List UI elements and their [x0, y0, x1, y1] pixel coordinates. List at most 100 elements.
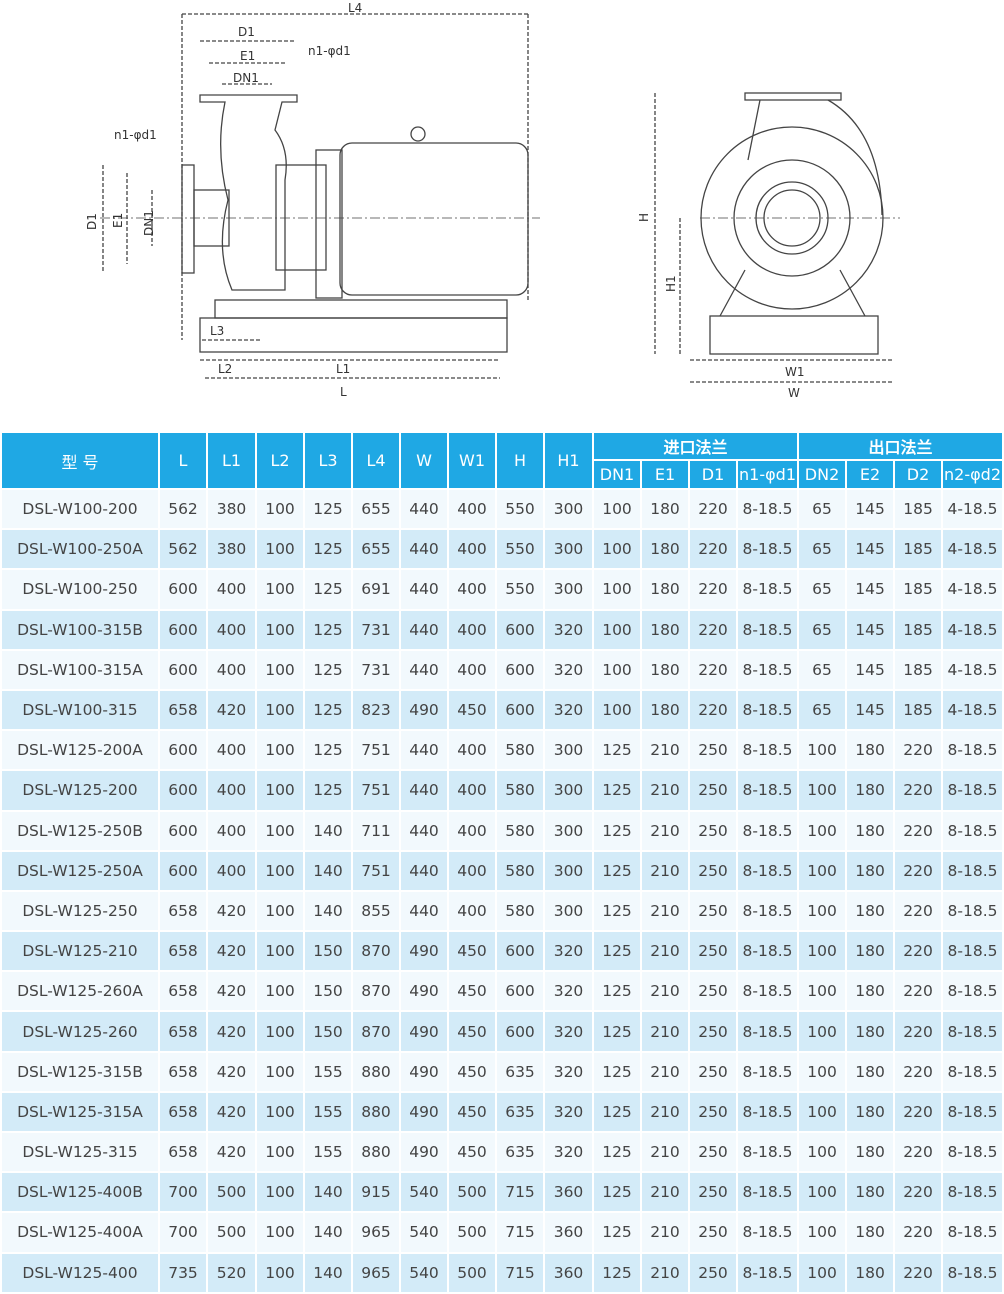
value-cell: 8-18.5: [941, 769, 1004, 812]
value-cell: 8-18.5: [941, 930, 1004, 973]
value-cell: 180: [640, 528, 690, 571]
value-cell: 220: [893, 1171, 944, 1214]
value-cell: 155: [303, 1130, 353, 1174]
value-cell: 600: [495, 1010, 545, 1053]
value-cell: 100: [592, 528, 642, 571]
value-cell: 8-18.5: [941, 1050, 1004, 1093]
value-cell: 8-18.5: [735, 688, 800, 732]
model-cell: DSL-W125-210: [0, 930, 160, 973]
value-cell: 220: [893, 769, 944, 812]
value-cell: 320: [543, 1050, 594, 1093]
value-cell: 180: [845, 1050, 896, 1093]
value-cell: 4-18.5: [941, 568, 1004, 611]
value-cell: 400: [447, 889, 497, 933]
table-row: DSL-W125-260A 658 420 100 150 870 490 450 600 320…: [0, 970, 1004, 1013]
model-cell: DSL-W125-250B: [0, 809, 160, 852]
value-cell: 490: [399, 1050, 449, 1093]
header-W: W: [399, 431, 449, 490]
value-cell: 658: [158, 970, 208, 1013]
value-cell: 8-18.5: [941, 849, 1004, 892]
value-cell: 125: [303, 688, 353, 732]
value-cell: 420: [206, 1050, 257, 1093]
value-cell: 658: [158, 1010, 208, 1053]
table-row: DSL-W125-400 735 520 100 140 965 540 500 715 360 1…: [0, 1251, 1004, 1294]
value-cell: 4-18.5: [941, 487, 1004, 531]
value-cell: 380: [206, 528, 257, 571]
value-cell: 8-18.5: [735, 608, 800, 651]
value-cell: 180: [845, 970, 896, 1013]
value-cell: 8-18.5: [735, 809, 800, 852]
table-row: DSL-W125-200 600 400 100 125 751 440 400 580 300 1…: [0, 769, 1004, 812]
value-cell: 140: [303, 1171, 353, 1214]
value-cell: 220: [688, 648, 738, 691]
value-cell: 100: [255, 1211, 305, 1254]
value-cell: 100: [797, 1171, 848, 1214]
value-cell: 420: [206, 889, 257, 933]
value-cell: 125: [303, 568, 353, 611]
value-cell: 580: [495, 769, 545, 812]
value-cell: 500: [447, 1211, 497, 1254]
value-cell: 250: [688, 769, 738, 812]
value-cell: 440: [399, 648, 449, 691]
value-cell: 658: [158, 930, 208, 973]
value-cell: 320: [543, 1130, 594, 1174]
value-cell: 125: [592, 809, 642, 852]
value-cell: 220: [688, 528, 738, 571]
value-cell: 145: [845, 688, 896, 732]
value-cell: 65: [797, 608, 848, 651]
value-cell: 100: [797, 1050, 848, 1093]
value-cell: 250: [688, 1130, 738, 1174]
value-cell: 8-18.5: [735, 849, 800, 892]
value-cell: 8-18.5: [735, 1090, 800, 1134]
value-cell: 210: [640, 1130, 690, 1174]
value-cell: 145: [845, 568, 896, 611]
value-cell: 250: [688, 1171, 738, 1214]
header-L: L: [158, 431, 208, 490]
label-n1-top: n1-φd1: [308, 44, 351, 58]
table-row: DSL-W125-400B 700 500 100 140 915 540 500 715 360…: [0, 1171, 1004, 1214]
value-cell: 100: [797, 1130, 848, 1174]
value-cell: 100: [255, 1050, 305, 1093]
value-cell: 210: [640, 1211, 690, 1254]
table-row: DSL-W125-250 658 420 100 140 855 440 400 580 300 1…: [0, 889, 1004, 933]
value-cell: 100: [255, 528, 305, 571]
value-cell: 420: [206, 930, 257, 973]
value-cell: 65: [797, 487, 848, 531]
value-cell: 125: [592, 930, 642, 973]
value-cell: 635: [495, 1090, 545, 1134]
value-cell: 420: [206, 1010, 257, 1053]
value-cell: 250: [688, 1251, 738, 1294]
value-cell: 100: [255, 608, 305, 651]
value-cell: 8-18.5: [735, 1010, 800, 1053]
header-H: H: [495, 431, 545, 490]
value-cell: 100: [797, 849, 848, 892]
label-L2: L2: [218, 362, 232, 376]
table-row: DSL-W100-315 658 420 100 125 823 490 450 600 320 1…: [0, 688, 1004, 732]
value-cell: 500: [447, 1171, 497, 1214]
value-cell: 100: [255, 809, 305, 852]
value-cell: 210: [640, 809, 690, 852]
value-cell: 100: [255, 487, 305, 531]
model-cell: DSL-W100-250: [0, 568, 160, 611]
value-cell: 600: [158, 648, 208, 691]
value-cell: 8-18.5: [941, 809, 1004, 852]
value-cell: 8-18.5: [735, 528, 800, 571]
value-cell: 100: [592, 568, 642, 611]
value-cell: 300: [543, 849, 594, 892]
value-cell: 420: [206, 688, 257, 732]
value-cell: 440: [399, 849, 449, 892]
value-cell: 400: [447, 849, 497, 892]
value-cell: 220: [893, 1130, 944, 1174]
value-cell: 250: [688, 1090, 738, 1134]
value-cell: 65: [797, 688, 848, 732]
value-cell: 580: [495, 889, 545, 933]
model-cell: DSL-W125-200: [0, 769, 160, 812]
table-row: DSL-W125-400A 700 500 100 140 965 540 500 715 360…: [0, 1211, 1004, 1254]
header-inlet-flange: 进口法兰: [591, 431, 800, 461]
label-n1-left: n1-φd1: [114, 128, 157, 142]
value-cell: 965: [351, 1251, 401, 1294]
value-cell: 711: [351, 809, 401, 852]
value-cell: 220: [688, 487, 738, 531]
value-cell: 210: [640, 1010, 690, 1053]
value-cell: 450: [447, 1090, 497, 1134]
